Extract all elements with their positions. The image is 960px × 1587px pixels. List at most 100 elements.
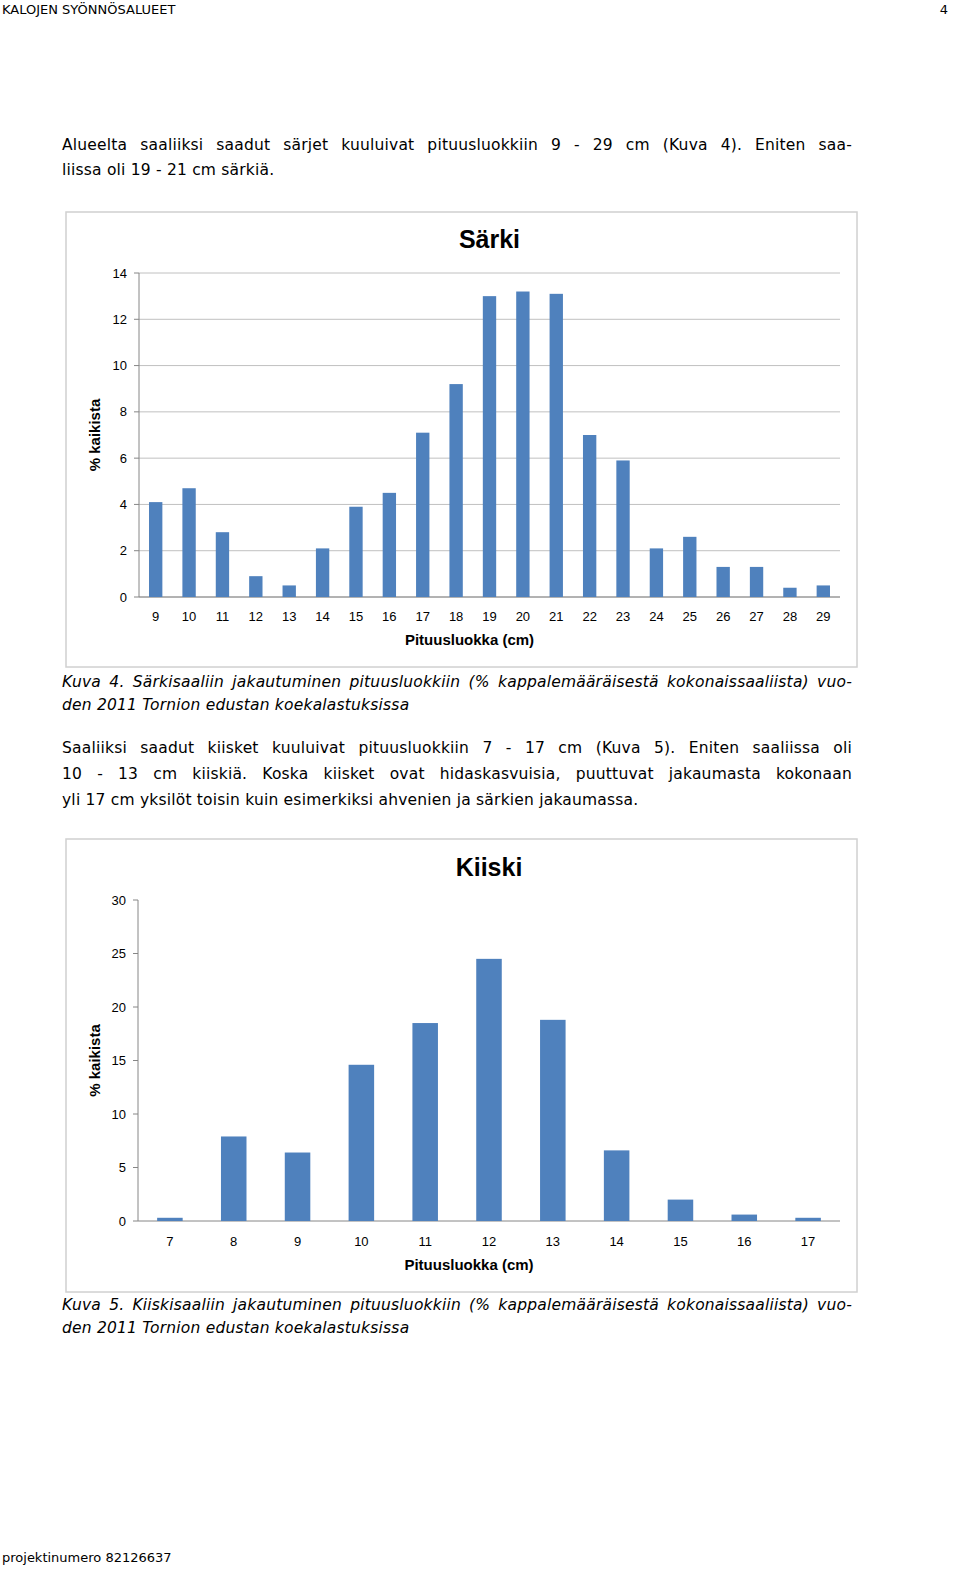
x-tick-label: 23 (616, 609, 630, 624)
y-tick (133, 1221, 138, 1222)
bar (383, 493, 396, 597)
bar (221, 1136, 247, 1221)
x-tick-label: 29 (816, 609, 830, 624)
y-tick-label: 12 (113, 312, 127, 327)
bar (285, 1153, 311, 1221)
x-tick-label: 15 (673, 1234, 687, 1249)
bar (412, 1023, 438, 1221)
bar (583, 435, 596, 597)
x-tick-label: 20 (516, 609, 530, 624)
caption: Kuva 5. Kiiskisaaliin jakautuminen pituu… (62, 1296, 852, 1314)
bar (650, 548, 663, 597)
y-axis-label: % kaikista (86, 398, 103, 471)
bar (182, 488, 195, 597)
y-tick-label: 20 (112, 1000, 126, 1015)
paragraph: Saaliiksi saadut kiisket kuuluivat pituu… (62, 739, 852, 757)
y-axis (138, 900, 139, 1221)
y-tick (134, 411, 139, 412)
x-tick-label: 28 (783, 609, 797, 624)
y-tick-label: 25 (112, 946, 126, 961)
bar (483, 296, 496, 597)
y-tick (133, 1007, 138, 1008)
bar (817, 585, 830, 597)
bars (149, 292, 830, 597)
bar (783, 588, 796, 597)
y-tick-label: 5 (119, 1160, 126, 1175)
x-tick-label: 25 (683, 609, 697, 624)
y-tick-label: 14 (113, 266, 127, 281)
y-tick-label: 6 (120, 451, 127, 466)
y-tick-label: 8 (120, 404, 127, 419)
bar (449, 384, 462, 597)
y-tick-label: 4 (120, 497, 127, 512)
chart-frame (66, 212, 857, 667)
bar (683, 537, 696, 597)
x-tick-label: 12 (249, 609, 263, 624)
y-tick-label: 0 (119, 1214, 126, 1229)
y-tick (133, 1060, 138, 1061)
bar (516, 292, 529, 597)
y-tick (134, 458, 139, 459)
y-tick-label: 10 (112, 1107, 126, 1122)
x-tick-label: 11 (418, 1234, 432, 1249)
bar (349, 507, 362, 597)
x-tick-label: 8 (230, 1234, 237, 1249)
y-axis-label: % kaikista (86, 1024, 103, 1097)
bar (616, 460, 629, 597)
x-tick-label: 10 (354, 1234, 368, 1249)
caption: den 2011 Tornion edustan koekalastuksiss… (62, 696, 852, 714)
grid-line (139, 273, 840, 274)
y-tick (133, 900, 138, 901)
x-tick-label: 14 (609, 1234, 623, 1249)
x-tick-label: 13 (546, 1234, 560, 1249)
chart-title: Kiiski (456, 853, 523, 881)
paragraph: Alueelta saaliiksi saadut särjet kuuluiv… (62, 136, 852, 154)
y-tick-label: 10 (113, 358, 127, 373)
page-number: 4 (940, 2, 948, 17)
bars (157, 959, 821, 1221)
x-tick-label: 9 (294, 1234, 301, 1249)
x-tick-label: 24 (649, 609, 663, 624)
header-title: KALOJEN SYÖNNÖSALUEET (2, 2, 175, 17)
paragraph: 10 - 13 cm kiiskiä. Koska kiisket ovat h… (62, 765, 852, 783)
bar (283, 585, 296, 597)
footer: projektinumero 82126637 (2, 1550, 172, 1565)
bar (732, 1215, 758, 1221)
x-tick-label: 15 (349, 609, 363, 624)
y-tick-label: 2 (120, 543, 127, 558)
caption: Kuva 4. Särkisaaliin jakautuminen pituus… (62, 673, 852, 691)
bar (149, 502, 162, 597)
x-tick-label: 27 (749, 609, 763, 624)
y-tick-label: 15 (112, 1053, 126, 1068)
y-tick (134, 597, 139, 598)
x-tick-label: 13 (282, 609, 296, 624)
bar (604, 1150, 630, 1221)
bar (540, 1020, 566, 1221)
x-tick-label: 9 (152, 609, 159, 624)
y-tick-label: 30 (112, 893, 126, 908)
x-tick-label: 10 (182, 609, 196, 624)
caption: den 2011 Tornion edustan koekalastuksiss… (62, 1319, 852, 1337)
bar (795, 1218, 821, 1221)
x-tick-label: 14 (315, 609, 329, 624)
x-tick-label: 7 (166, 1234, 173, 1249)
bar (416, 433, 429, 597)
x-axis-label: Pituusluokka (cm) (405, 631, 534, 648)
bar (476, 959, 502, 1221)
x-tick-label: 12 (482, 1234, 496, 1249)
bar (249, 576, 262, 597)
x-tick-label: 11 (216, 609, 230, 624)
x-tick-label: 17 (416, 609, 430, 624)
y-tick (134, 550, 139, 551)
bar (157, 1218, 183, 1221)
x-tick-label: 21 (549, 609, 563, 624)
bar (716, 567, 729, 597)
x-tick-label: 16 (382, 609, 396, 624)
bar (668, 1200, 694, 1221)
chart-title: Särki (459, 225, 520, 253)
x-tick-label: 26 (716, 609, 730, 624)
charts: Särki02468101214910111213141516171819202… (0, 0, 960, 1587)
bar (216, 532, 229, 597)
bar (750, 567, 763, 597)
y-tick (133, 1114, 138, 1115)
